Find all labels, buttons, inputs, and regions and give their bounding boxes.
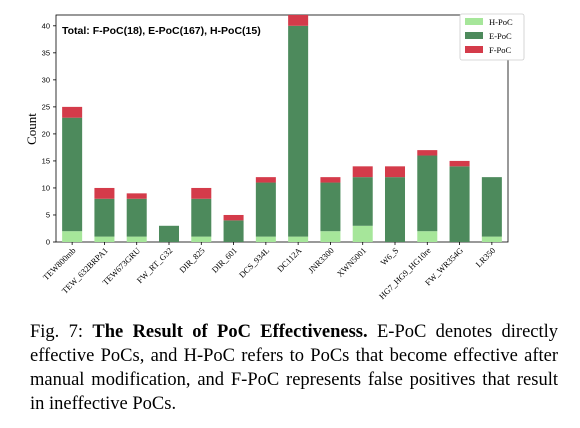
bar-segment-e-poc <box>255 182 276 237</box>
bar-segment-f-poc <box>126 193 147 199</box>
bar-segment-f-poc <box>191 187 212 199</box>
figure-caption: Fig. 7: The Result of PoC Effectiveness.… <box>30 320 558 416</box>
bar-segment-f-poc <box>449 160 470 167</box>
legend-swatch-f-poc <box>465 46 483 53</box>
y-tick-label: 40 <box>42 21 50 30</box>
x-tick-label: DCS_934L <box>237 245 271 279</box>
bar-segment-h-poc <box>352 225 373 242</box>
legend-label: H-PoC <box>489 17 513 27</box>
y-tick-label: 10 <box>42 183 50 192</box>
plot-frame <box>55 14 509 243</box>
stacked-bar-chart: 0510152025303540TEW800mbTEW_632BRPA1TEW6… <box>24 13 525 301</box>
x-tick-label: DIR_825 <box>177 245 206 274</box>
bar-segment-e-poc <box>223 220 244 242</box>
legend: H-PoC E-PoC F-PoC <box>459 13 525 61</box>
bar-segment-h-poc <box>191 236 212 242</box>
bar-segment-e-poc <box>352 177 373 226</box>
bar-segment-e-poc <box>126 198 147 237</box>
y-tick-label: 0 <box>46 238 50 247</box>
x-tick-label: DIR_601 <box>210 245 239 274</box>
bar-segment-e-poc <box>384 177 406 242</box>
bar-segment-f-poc <box>352 166 373 178</box>
x-tick-label: LR350 <box>473 245 497 269</box>
y-tick-label: 15 <box>42 156 50 165</box>
bar-segment-f-poc <box>417 150 438 156</box>
bar-segment-h-poc <box>94 236 115 242</box>
plot-area: 0510152025303540TEW800mbTEW_632BRPA1TEW6… <box>41 14 509 301</box>
legend-label: F-PoC <box>489 45 512 55</box>
bar-segment-e-poc <box>320 182 341 232</box>
y-tick-label: 25 <box>42 102 50 111</box>
bar-segment-f-poc <box>223 214 244 221</box>
caption-title: The Result of PoC Effectiveness. <box>92 322 368 342</box>
bar-segment-e-poc <box>288 25 309 237</box>
x-tick-label: W6_S <box>378 245 400 267</box>
bar-segment-f-poc <box>384 166 406 178</box>
x-tick-label: JNR3300 <box>306 245 336 275</box>
bar-segment-h-poc <box>320 231 341 242</box>
bar-segment-h-poc <box>288 236 309 242</box>
y-tick-label: 5 <box>46 210 50 219</box>
bar-segment-h-poc <box>417 231 438 242</box>
caption-label: Fig. 7: <box>30 322 84 342</box>
total-annotation: Total: F-PoC(18), E-PoC(167), H-PoC(15) <box>62 25 261 37</box>
y-tick-label: 20 <box>42 129 50 138</box>
x-tick-label: XWN5001 <box>335 245 368 278</box>
bar-segment-f-poc <box>94 187 115 199</box>
x-tick-label: DC112A <box>275 245 304 274</box>
legend-label: E-PoC <box>489 31 512 41</box>
legend-swatch-e-poc <box>465 32 483 39</box>
bar-segment-e-poc <box>191 198 212 237</box>
bar-segment-e-poc <box>62 117 83 232</box>
y-axis-label: Count <box>24 113 39 145</box>
bar-segment-e-poc <box>94 198 115 237</box>
bar-segment-e-poc <box>481 177 502 237</box>
bar-segment-h-poc <box>255 236 276 242</box>
bar-segment-f-poc <box>320 177 341 183</box>
bar-segment-h-poc <box>481 236 502 242</box>
bar-segment-e-poc <box>417 155 438 232</box>
bar-segment-h-poc <box>126 236 147 242</box>
y-tick-label: 35 <box>42 48 50 57</box>
bar-segment-f-poc <box>288 15 309 26</box>
bar-segment-h-poc <box>62 231 83 242</box>
bar-segment-e-poc <box>449 166 470 242</box>
y-tick-label: 30 <box>42 75 50 84</box>
legend-swatch-h-poc <box>465 18 483 25</box>
bar-segment-e-poc <box>158 225 180 242</box>
bar-segment-f-poc <box>255 177 276 183</box>
bar-segment-f-poc <box>62 106 83 118</box>
caption-text: E-PoC denotes directly effective PoCs, a… <box>30 322 559 414</box>
